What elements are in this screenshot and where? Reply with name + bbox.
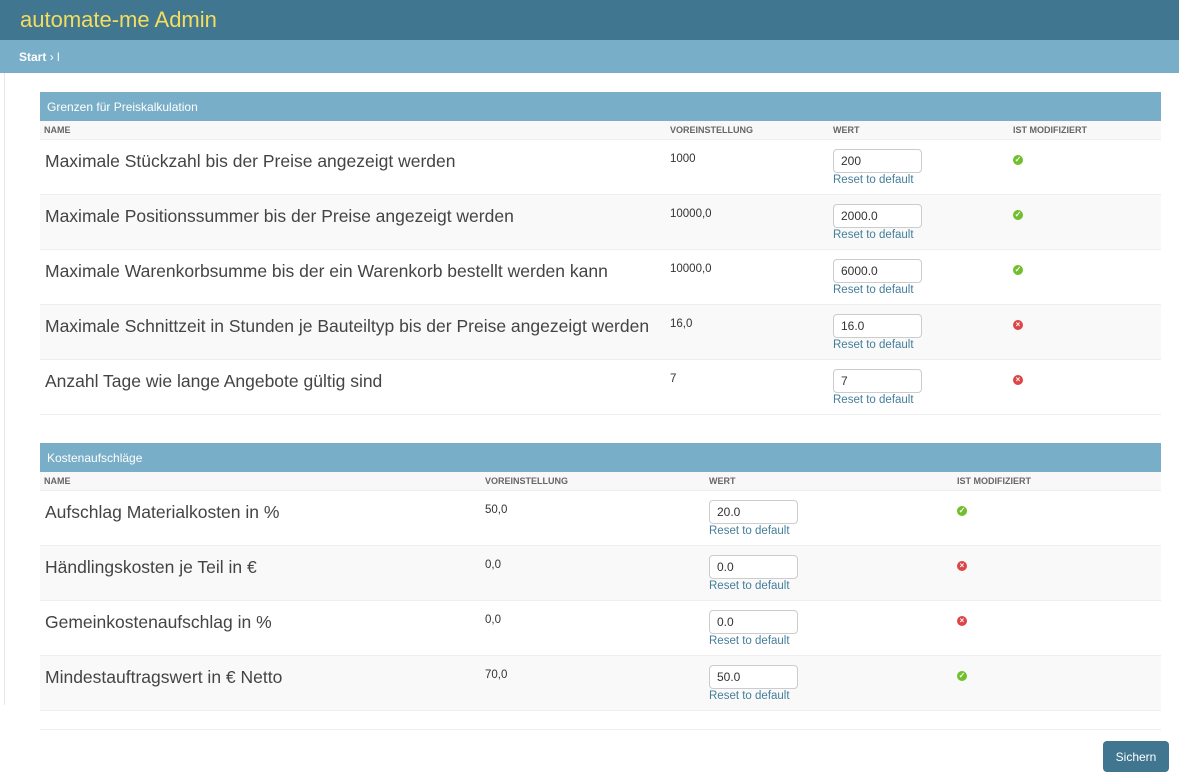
default-value: 0,0 [485, 559, 501, 571]
default-value: 10000,0 [670, 208, 712, 220]
site-title[interactable]: automate-me Admin [20, 7, 217, 32]
table-row: Aufschlag Materialkosten in % 50,0 20.0 Res… [40, 490, 1161, 546]
column-header-default: VOREINSTELLUNG [481, 472, 705, 491]
reset-to-default-link[interactable]: Reset to default [833, 174, 914, 186]
default-value: 1000 [670, 153, 696, 165]
setting-name: Mindestauftragswert in € Netto [45, 667, 283, 687]
default-value: 16,0 [670, 318, 693, 330]
check-icon: ✓ [957, 671, 967, 681]
reset-to-default-link[interactable]: Reset to default [833, 284, 914, 296]
default-value: 7 [670, 373, 677, 385]
divider [4, 73, 5, 705]
table-row: Händlingskosten je Teil in € 0,0 0.0 Reset … [40, 545, 1161, 601]
column-header-name: NAME [40, 121, 666, 140]
column-header-name: NAME [40, 472, 481, 491]
table-row: Maximale Warenkorbsumme bis der ein Ware… [40, 249, 1161, 305]
value-input[interactable]: 20.0 [709, 500, 798, 524]
cross-icon: × [957, 561, 967, 571]
reset-to-default-link[interactable]: Reset to default [833, 229, 914, 241]
column-header-value: WERT [829, 121, 1009, 140]
value-input[interactable]: 0.0 [709, 610, 798, 634]
reset-to-default-link[interactable]: Reset to default [709, 580, 790, 592]
column-header-value: WERT [705, 472, 953, 491]
column-header-modified: IST MODIFIZIERT [1009, 121, 1161, 140]
value-input[interactable]: 16.0 [833, 314, 922, 338]
breadcrumb-home[interactable]: Start [19, 49, 47, 64]
setting-name: Händlingskosten je Teil in € [45, 557, 257, 577]
reset-to-default-link[interactable]: Reset to default [833, 339, 914, 351]
check-icon: ✓ [1013, 155, 1023, 165]
site-header: automate-me Admin [0, 0, 1179, 40]
setting-name: Maximale Warenkorbsumme bis der ein Ware… [45, 261, 608, 281]
default-value: 0,0 [485, 614, 501, 626]
column-header-default: VOREINSTELLUNG [666, 121, 829, 140]
cross-icon: × [957, 616, 967, 626]
table-row: Gemeinkostenaufschlag in % 0,0 0.0 Reset to… [40, 600, 1161, 656]
fieldset-cost-surcharges: Kostenaufschläge NAME VOREINSTELLUNG WERT IS… [40, 443, 1161, 711]
value-input[interactable]: 7 [833, 369, 922, 393]
divider [40, 729, 1161, 730]
check-icon: ✓ [1013, 210, 1023, 220]
table-row: Maximale Schnittzeit in Stunden je Baute… [40, 304, 1161, 360]
fieldset-title: Grenzen für Preiskalkulation [40, 92, 1161, 121]
reset-to-default-link[interactable]: Reset to default [709, 635, 790, 647]
value-input[interactable]: 200 [833, 149, 922, 173]
setting-name: Anzahl Tage wie lange Angebote gültig si… [45, 371, 383, 391]
table-row: Anzahl Tage wie lange Angebote gültig si… [40, 359, 1161, 415]
value-input[interactable]: 2000.0 [833, 204, 922, 228]
check-icon: ✓ [957, 506, 967, 516]
save-button[interactable]: Sichern [1103, 741, 1169, 772]
reset-to-default-link[interactable]: Reset to default [709, 525, 790, 537]
fieldset-price-limits: Grenzen für Preiskalkulation NAME VOREINST… [40, 92, 1161, 415]
default-value: 10000,0 [670, 263, 712, 275]
value-input[interactable]: 50.0 [709, 665, 798, 689]
fieldset-title: Kostenaufschläge [40, 443, 1161, 472]
reset-to-default-link[interactable]: Reset to default [833, 394, 914, 406]
table-row: Maximale Stückzahl bis der Preise angeze… [40, 139, 1161, 195]
cross-icon: × [1013, 375, 1023, 385]
default-value: 70,0 [485, 669, 508, 681]
breadcrumb-current: l [57, 49, 60, 64]
check-icon: ✓ [1013, 265, 1023, 275]
cross-icon: × [1013, 320, 1023, 330]
breadcrumb-separator: › [49, 49, 54, 64]
value-input[interactable]: 0.0 [709, 555, 798, 579]
breadcrumb: Start › l [0, 40, 1179, 73]
default-value: 50,0 [485, 504, 508, 516]
setting-name: Gemeinkostenaufschlag in % [45, 612, 272, 632]
setting-name: Maximale Schnittzeit in Stunden je Baute… [45, 316, 650, 336]
table-row: Mindestauftragswert in € Netto 70,0 50.0 Re… [40, 655, 1161, 711]
value-input[interactable]: 6000.0 [833, 259, 922, 283]
column-header-modified: IST MODIFIZIERT [953, 472, 1161, 491]
setting-name: Maximale Stückzahl bis der Preise angeze… [45, 151, 456, 171]
setting-name: Maximale Positionssummer bis der Preise … [45, 206, 514, 226]
reset-to-default-link[interactable]: Reset to default [709, 690, 790, 702]
table-row: Maximale Positionssummer bis der Preise … [40, 194, 1161, 250]
setting-name: Aufschlag Materialkosten in % [45, 502, 280, 522]
